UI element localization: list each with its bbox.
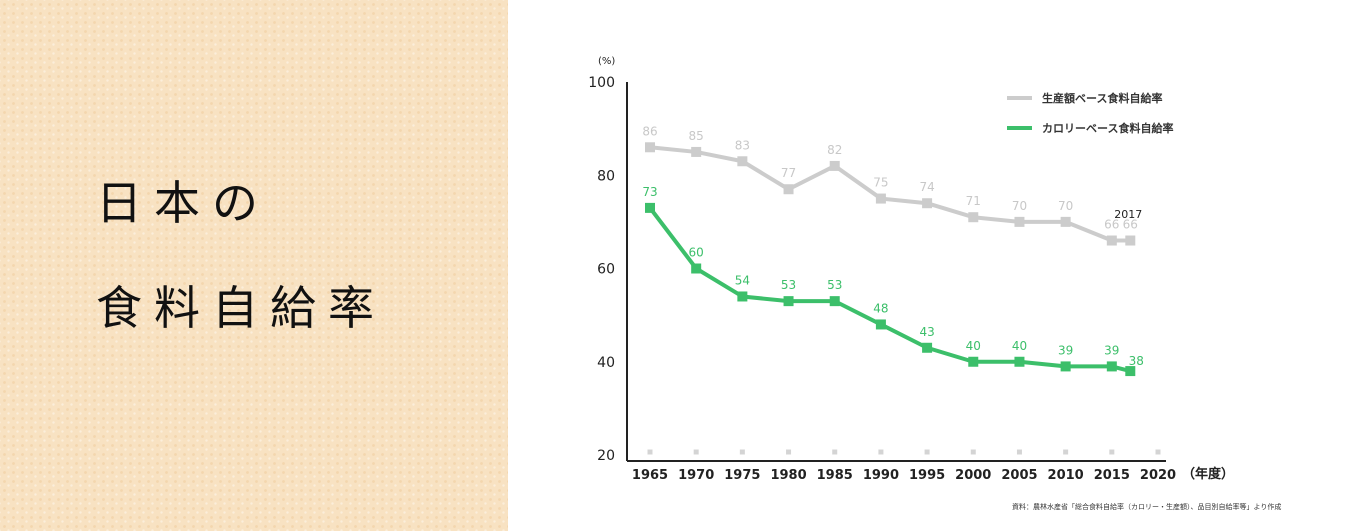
data-label: 75 bbox=[873, 176, 888, 190]
x-tick-label: 2015 bbox=[1094, 468, 1130, 483]
data-label: 54 bbox=[735, 273, 750, 287]
x-tick-label: 1985 bbox=[817, 468, 853, 483]
data-point bbox=[922, 198, 933, 209]
x-tick-label: 1965 bbox=[632, 468, 668, 483]
x-tick-dot bbox=[832, 449, 838, 455]
data-label: 70 bbox=[1012, 199, 1027, 213]
legend-label: 生産額ベース食料自給率 bbox=[1042, 91, 1162, 105]
x-tick-label: 2020 bbox=[1140, 468, 1176, 483]
x-tick-dot bbox=[1063, 449, 1069, 455]
data-point bbox=[1125, 235, 1136, 246]
y-tick-label: 100 bbox=[588, 75, 615, 91]
x-tick-dot bbox=[647, 449, 653, 455]
data-point bbox=[737, 291, 748, 302]
data-point bbox=[1014, 216, 1025, 227]
data-label: 74 bbox=[919, 180, 934, 194]
x-tick-dot bbox=[739, 449, 745, 455]
data-label: 53 bbox=[781, 278, 796, 292]
data-point bbox=[1014, 356, 1025, 367]
title-line-2: 食料自給率 bbox=[96, 281, 386, 335]
x-tick-label: 2010 bbox=[1048, 468, 1084, 483]
data-label: 40 bbox=[966, 339, 981, 353]
data-label: 39 bbox=[1058, 343, 1073, 357]
data-point bbox=[1060, 361, 1071, 372]
x-tick-dot bbox=[1155, 449, 1161, 455]
data-point bbox=[922, 342, 933, 353]
data-point bbox=[645, 142, 655, 153]
data-label: 48 bbox=[873, 301, 888, 315]
data-label: 86 bbox=[642, 124, 657, 138]
x-tick-dot bbox=[786, 449, 792, 455]
x-tick-dot bbox=[1016, 449, 1022, 455]
data-label: 71 bbox=[966, 194, 981, 208]
data-label: 77 bbox=[781, 166, 796, 180]
data-label: 43 bbox=[919, 325, 934, 339]
title-panel: 日本の 食料自給率 bbox=[0, 0, 508, 531]
data-point bbox=[645, 202, 655, 213]
x-tick-dot bbox=[924, 449, 930, 455]
x-tick-label: 1970 bbox=[678, 468, 714, 483]
x-tick-label: 2000 bbox=[955, 468, 991, 483]
legend-label: カロリーベース食料自給率 bbox=[1042, 121, 1173, 135]
y-tick-label: 80 bbox=[597, 168, 615, 184]
data-point bbox=[875, 193, 886, 204]
x-tick-dot bbox=[693, 449, 699, 455]
data-point bbox=[968, 212, 979, 223]
data-label: 40 bbox=[1012, 339, 1027, 353]
data-label: 53 bbox=[827, 278, 842, 292]
series-line bbox=[648, 206, 1131, 374]
data-label: 85 bbox=[689, 129, 704, 143]
x-tick-label: 1980 bbox=[770, 468, 806, 483]
data-label: 82 bbox=[827, 143, 842, 157]
title-line-1: 日本の bbox=[96, 176, 270, 230]
data-label: 73 bbox=[642, 185, 657, 199]
data-label: 39 bbox=[1104, 343, 1119, 357]
x-axis-unit: （年度） bbox=[1182, 466, 1234, 482]
x-tick-dot bbox=[970, 449, 976, 455]
data-label: 83 bbox=[735, 138, 750, 152]
x-tick-label: 1990 bbox=[863, 468, 899, 483]
x-tick-dot bbox=[878, 449, 884, 455]
data-point bbox=[875, 319, 886, 330]
data-point bbox=[1106, 361, 1117, 372]
data-point bbox=[691, 263, 702, 274]
data-point bbox=[783, 296, 794, 307]
data-point bbox=[1125, 366, 1136, 377]
data-point bbox=[1106, 235, 1117, 246]
data-label: 70 bbox=[1058, 199, 1073, 213]
y-tick-label: 60 bbox=[597, 262, 615, 278]
y-tick-label: 20 bbox=[597, 448, 615, 464]
year-annotation: 2017 bbox=[1114, 208, 1142, 221]
data-point bbox=[737, 156, 748, 167]
x-tick-label: 1975 bbox=[724, 468, 760, 483]
x-tick-label: 2005 bbox=[1001, 468, 1037, 483]
data-point bbox=[829, 296, 840, 307]
series-line bbox=[649, 145, 1131, 243]
data-label: 60 bbox=[689, 246, 704, 260]
source-note: 資料：農林水産省「総合食料自給率（カロリー・生産額）、品目別自給率等」より作成 bbox=[1012, 502, 1281, 511]
x-tick-label: 1995 bbox=[909, 468, 945, 483]
y-tick-label: 40 bbox=[597, 355, 615, 371]
data-point bbox=[691, 146, 702, 157]
data-label: 38 bbox=[1129, 354, 1144, 368]
data-label: 66 bbox=[1104, 218, 1119, 232]
data-label: 66 bbox=[1123, 218, 1138, 232]
data-point bbox=[968, 356, 979, 367]
x-tick-dot bbox=[1109, 449, 1115, 455]
data-point bbox=[783, 184, 794, 195]
data-point bbox=[829, 160, 840, 171]
y-axis-unit: (%) bbox=[598, 56, 615, 67]
data-point bbox=[1060, 216, 1071, 227]
